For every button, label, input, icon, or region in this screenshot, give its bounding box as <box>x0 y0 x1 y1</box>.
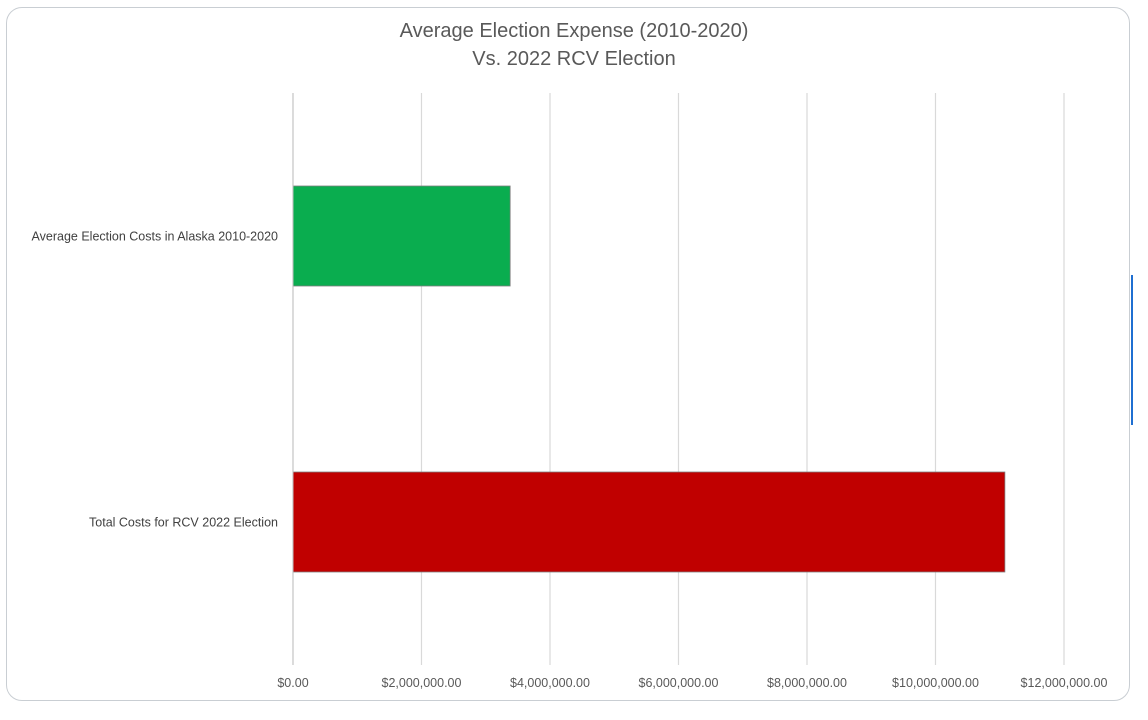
chart-title-line-2: Vs. 2022 RCV Election <box>472 48 676 70</box>
category-label: Average Election Costs in Alaska 2010-20… <box>32 230 279 244</box>
chart-title-line-1: Average Election Expense (2010-2020) <box>399 20 749 42</box>
x-tick-label: $12,000,000.00 <box>1021 676 1108 690</box>
x-tick-label: $8,000,000.00 <box>767 676 847 690</box>
chart-frame <box>6 7 1130 701</box>
x-tick-label: $10,000,000.00 <box>892 676 979 690</box>
scroll-indicator <box>1131 275 1133 425</box>
x-tick-label: $4,000,000.00 <box>510 676 590 690</box>
bar <box>292 185 511 287</box>
x-tick-label: $2,000,000.00 <box>382 676 462 690</box>
category-label: Total Costs for RCV 2022 Election <box>89 516 278 530</box>
x-tick-label: $6,000,000.00 <box>639 676 719 690</box>
x-tick-label: $0.00 <box>277 676 308 690</box>
bar <box>292 471 1006 573</box>
